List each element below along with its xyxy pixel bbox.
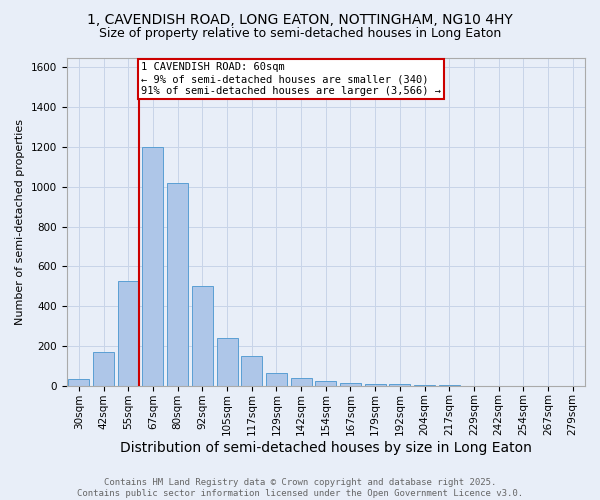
Text: 1, CAVENDISH ROAD, LONG EATON, NOTTINGHAM, NG10 4HY: 1, CAVENDISH ROAD, LONG EATON, NOTTINGHA… bbox=[87, 12, 513, 26]
Bar bbox=[217, 338, 238, 386]
X-axis label: Distribution of semi-detached houses by size in Long Eaton: Distribution of semi-detached houses by … bbox=[120, 441, 532, 455]
Bar bbox=[340, 382, 361, 386]
Text: 1 CAVENDISH ROAD: 60sqm
← 9% of semi-detached houses are smaller (340)
91% of se: 1 CAVENDISH ROAD: 60sqm ← 9% of semi-det… bbox=[141, 62, 441, 96]
Bar bbox=[290, 378, 311, 386]
Bar bbox=[118, 282, 139, 386]
Bar bbox=[192, 286, 213, 386]
Bar bbox=[167, 183, 188, 386]
Text: Contains HM Land Registry data © Crown copyright and database right 2025.
Contai: Contains HM Land Registry data © Crown c… bbox=[77, 478, 523, 498]
Text: Size of property relative to semi-detached houses in Long Eaton: Size of property relative to semi-detach… bbox=[99, 28, 501, 40]
Bar bbox=[389, 384, 410, 386]
Bar bbox=[365, 384, 386, 386]
Bar bbox=[241, 356, 262, 386]
Bar bbox=[315, 380, 336, 386]
Bar bbox=[93, 352, 114, 386]
Bar bbox=[266, 373, 287, 386]
Bar bbox=[68, 378, 89, 386]
Y-axis label: Number of semi-detached properties: Number of semi-detached properties bbox=[15, 118, 25, 324]
Bar bbox=[142, 147, 163, 386]
